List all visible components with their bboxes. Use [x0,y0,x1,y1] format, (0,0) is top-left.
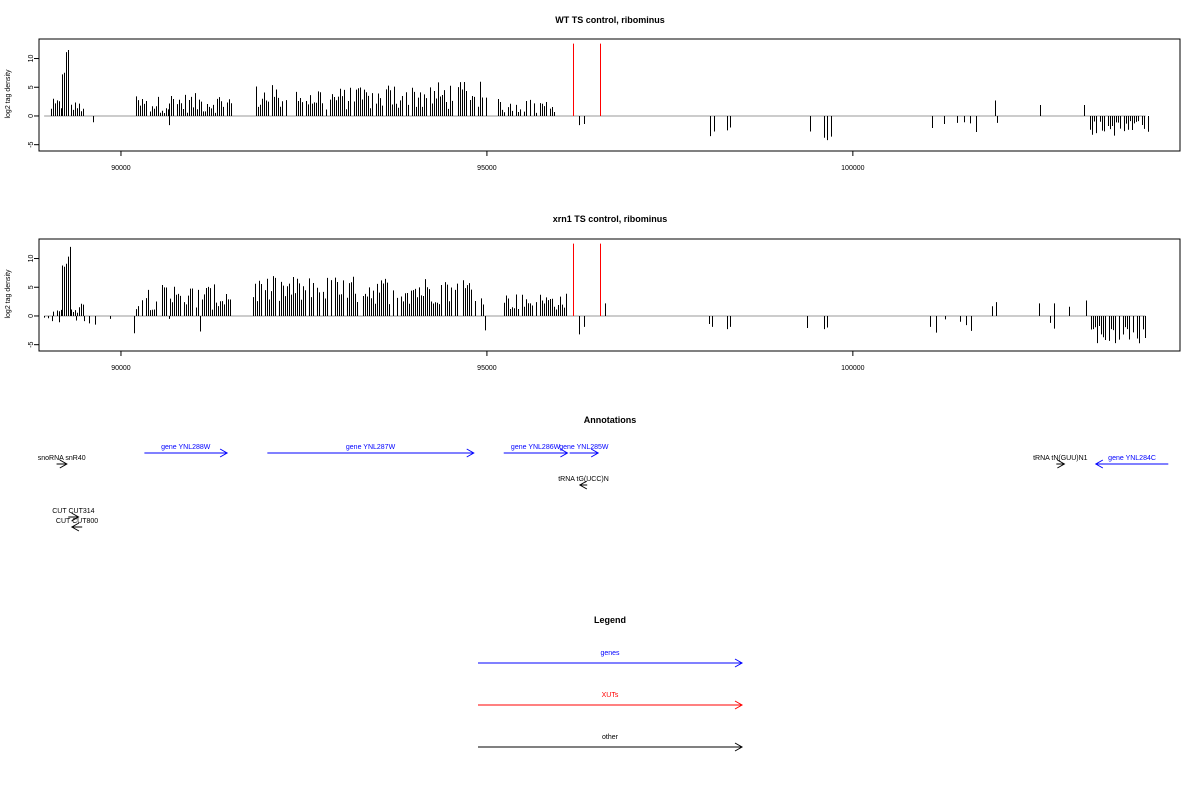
legend-label: genes [600,650,620,657]
feature-label: gene YNL285W [559,444,609,451]
y-tick-label: 0 [28,114,35,118]
x-tick-label: 95000 [477,165,497,172]
feature-label: tRNA tN(GUU)N1 [1033,455,1088,462]
annotation-feature: snoRNA snR40 [38,455,86,469]
xrn1-plot-content [44,243,1146,344]
arrow-head [71,512,80,522]
legend-label: XUTs [602,692,619,699]
xrn1-y-axis-label: log2 tag density [5,269,12,319]
y-tick-label: 10 [28,255,35,263]
feature-label: snoRNA snR40 [38,455,86,462]
annotations-title: Annotations [584,415,637,425]
arrow-head [1057,459,1066,469]
y-tick-label: -5 [28,141,35,147]
annotation-feature: gene YNL287W [267,444,475,458]
feature-label: CUT CUT800 [56,518,98,525]
wt-plot-content [44,43,1149,141]
arrow-head [578,480,588,490]
feature-label: tRNA tG(UCC)N [558,476,609,483]
legend: Legend genes XUTs other [478,615,744,752]
arrow-head [560,448,569,458]
wt-plot-frame [38,38,1181,152]
annotation-feature: gene YNL284C [1094,455,1169,469]
x-tick-label: 90000 [111,365,131,372]
feature-label: gene YNL284C [1108,455,1156,462]
wt-y-axis-label: log2 tag density [5,69,12,119]
arrow-head [734,742,744,752]
arrow-head [734,658,744,668]
xrn1-panel-title: xrn1 TS control, ribominus [553,214,668,224]
feature-label: gene YNL288W [161,444,211,451]
feature-label: gene YNL286W [511,444,561,451]
arrow-head [219,448,229,458]
annotation-feature: gene YNL288W [144,444,229,458]
arrow-head [59,459,68,469]
wt-coverage-panel: WT TS control, ribominus log2 tag densit… [5,15,1181,172]
x-tick-label: 100000 [841,365,864,372]
y-tick-label: -5 [28,341,35,347]
y-tick-label: 10 [28,55,35,63]
legend-label: other [602,734,619,741]
x-tick-label: 90000 [111,165,131,172]
feature-label: CUT CUT314 [52,508,94,515]
x-tick-label: 95000 [477,365,497,372]
arrow-head [590,448,600,458]
feature-label: gene YNL287W [346,444,396,451]
wt-panel-title: WT TS control, ribominus [555,15,665,25]
xrn1-coverage-panel: xrn1 TS control, ribominus log2 tag dens… [5,214,1181,372]
legend-item-genes: genes [478,650,744,668]
annotation-feature: gene YNL286W [503,444,569,458]
xrn1-plot-frame [38,238,1181,352]
annotations-track: Annotations gene YNL288W gene YNL287W gene… [38,415,1169,532]
arrow-head [1094,459,1104,469]
legend-item-other: other [478,734,744,752]
arrow-head [734,700,744,710]
legend-title: Legend [594,615,626,625]
x-tick-label: 100000 [841,165,864,172]
arrow-head [70,522,80,532]
legend-item-xuts: XUTs [478,692,744,710]
arrow-head [466,448,475,458]
y-tick-label: 5 [28,85,35,89]
annotation-feature: tRNA tG(UCC)N [558,476,609,490]
y-tick-label: 0 [28,314,35,318]
annotation-feature: CUT CUT314 [52,508,95,522]
annotation-feature: gene YNL285W [559,444,609,458]
y-tick-label: 5 [28,285,35,289]
annotation-feature: tRNA tN(GUU)N1 [1033,455,1088,469]
annotation-feature: CUT CUT800 [56,518,98,532]
